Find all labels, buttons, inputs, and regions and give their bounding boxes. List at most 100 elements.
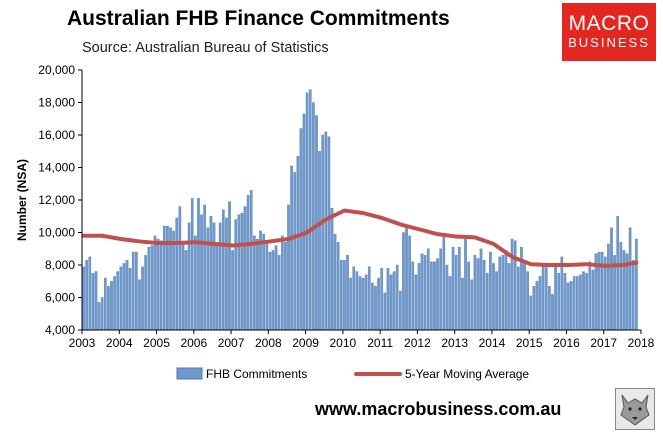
bar bbox=[122, 263, 126, 331]
bar bbox=[457, 246, 461, 331]
bar bbox=[436, 258, 439, 331]
bar bbox=[131, 251, 135, 331]
bar bbox=[268, 251, 272, 331]
bar bbox=[349, 277, 352, 331]
bar bbox=[451, 246, 455, 331]
bar bbox=[420, 253, 424, 331]
bar bbox=[181, 243, 185, 331]
bar bbox=[113, 276, 116, 331]
bar bbox=[631, 259, 635, 331]
bar bbox=[178, 206, 182, 331]
x-tick-label: 2013 bbox=[441, 336, 468, 350]
bar bbox=[607, 243, 610, 331]
chart-title: Australian FHB Finance Commitments bbox=[67, 7, 450, 30]
bar bbox=[327, 136, 331, 331]
bar bbox=[262, 233, 265, 331]
bar bbox=[371, 282, 374, 331]
bar bbox=[361, 277, 365, 331]
bar bbox=[147, 246, 151, 331]
bar bbox=[218, 222, 222, 331]
bar bbox=[97, 302, 101, 331]
bar bbox=[91, 272, 95, 331]
bar bbox=[569, 281, 573, 331]
x-tick-label: 2009 bbox=[292, 336, 319, 350]
bar bbox=[253, 235, 256, 331]
bar bbox=[144, 255, 147, 331]
bar bbox=[138, 279, 141, 331]
y-tick-label: 6,000 bbox=[45, 291, 75, 305]
bar bbox=[197, 198, 200, 331]
bar bbox=[336, 242, 340, 331]
x-tick-label: 2016 bbox=[553, 336, 580, 350]
bar bbox=[175, 217, 179, 331]
bar bbox=[423, 255, 427, 331]
bar bbox=[563, 272, 567, 331]
bar bbox=[517, 266, 520, 331]
bar bbox=[256, 238, 259, 331]
y-tick-label: 20,000 bbox=[38, 63, 75, 77]
bar bbox=[274, 245, 278, 331]
x-tick-label: 2017 bbox=[590, 336, 617, 350]
macro-business-logo[interactable]: MACRO BUSINESS bbox=[562, 3, 656, 61]
bar bbox=[464, 235, 467, 331]
bar bbox=[246, 194, 250, 331]
bar bbox=[116, 271, 120, 331]
bar bbox=[355, 271, 359, 331]
bar bbox=[296, 155, 300, 331]
bar bbox=[489, 251, 492, 331]
bar bbox=[364, 274, 368, 331]
bar bbox=[374, 285, 377, 331]
x-tick-label: 2008 bbox=[255, 336, 282, 350]
bar bbox=[343, 259, 346, 331]
bar-series bbox=[82, 89, 638, 331]
bar bbox=[231, 250, 234, 331]
bar bbox=[367, 266, 371, 331]
bar bbox=[523, 261, 526, 331]
legend: FHB Commitments 5-Year Moving Average bbox=[176, 367, 529, 381]
bar bbox=[308, 89, 312, 331]
bar bbox=[339, 259, 343, 331]
bar bbox=[510, 238, 514, 331]
bar bbox=[473, 255, 477, 331]
x-tick-label: 2005 bbox=[143, 336, 170, 350]
bar bbox=[498, 256, 502, 331]
bar bbox=[476, 258, 480, 331]
bar bbox=[454, 255, 458, 331]
bar bbox=[582, 271, 585, 331]
bar bbox=[153, 235, 157, 331]
bar bbox=[287, 204, 290, 331]
bar bbox=[402, 232, 405, 331]
y-axis-label: Number (NSA) bbox=[15, 159, 29, 241]
legend-bar-swatch bbox=[176, 367, 203, 380]
bar bbox=[299, 128, 303, 331]
bar bbox=[190, 198, 194, 331]
wolf-icon bbox=[615, 388, 655, 430]
footer-url[interactable]: www.macrobusiness.com.au bbox=[315, 399, 562, 419]
x-tick-label: 2014 bbox=[479, 336, 506, 350]
bar bbox=[194, 235, 197, 331]
x-tick-label: 2011 bbox=[367, 336, 393, 350]
y-tick-label: 12,000 bbox=[38, 193, 75, 207]
bar bbox=[240, 212, 244, 331]
bar bbox=[237, 214, 241, 331]
bar bbox=[619, 242, 623, 331]
bar bbox=[591, 269, 595, 331]
bar bbox=[395, 264, 399, 331]
bar bbox=[187, 222, 191, 331]
bar bbox=[293, 172, 297, 331]
moving-average-line bbox=[81, 208, 639, 268]
x-tick-label: 2003 bbox=[69, 336, 96, 350]
bar bbox=[461, 277, 464, 331]
bar bbox=[544, 263, 548, 331]
bar bbox=[119, 266, 123, 331]
bar bbox=[315, 115, 318, 331]
bar bbox=[417, 263, 421, 331]
bar bbox=[482, 259, 486, 331]
x-tick-label: 2004 bbox=[106, 336, 133, 350]
bar bbox=[579, 274, 582, 331]
x-tick-label: 2006 bbox=[180, 336, 207, 350]
legend-label-fhb: FHB Commitments bbox=[206, 367, 307, 381]
bar bbox=[411, 261, 415, 331]
bar bbox=[88, 256, 92, 331]
